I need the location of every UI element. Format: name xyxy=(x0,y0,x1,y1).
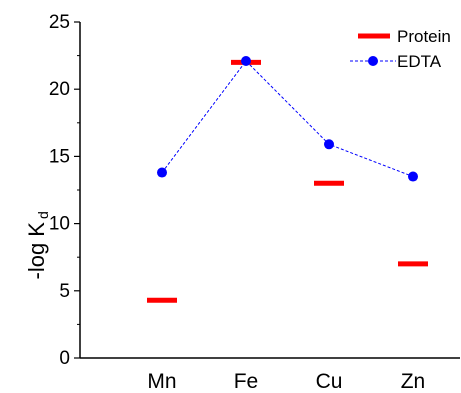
y-tick-label: 25 xyxy=(49,12,70,33)
axes xyxy=(79,22,460,359)
legend-edta-marker xyxy=(368,56,378,66)
edta-point-mn xyxy=(157,167,167,178)
x-tick-labels: Mn Fe Cu Zn xyxy=(147,370,425,393)
edta-point-fe xyxy=(241,55,251,66)
edta-line xyxy=(161,60,414,178)
y-axis-title-subscript: d xyxy=(35,211,51,219)
y-tick-label: 0 xyxy=(59,348,70,369)
protein-series xyxy=(147,59,428,303)
y-tick-label: 5 xyxy=(59,281,70,302)
legend-protein-label: Protein xyxy=(397,27,451,46)
y-tick-label: 10 xyxy=(49,214,70,235)
legend-edta-label: EDTA xyxy=(397,52,442,71)
y-axis-title-main: -log K xyxy=(24,222,49,280)
edta-point-zn xyxy=(408,171,418,182)
edta-series-line xyxy=(161,60,414,178)
y-axis-title: -log K d xyxy=(24,211,51,279)
y-tick-label: 15 xyxy=(49,146,70,167)
y-ticks: 0 5 10 15 20 25 xyxy=(49,12,80,369)
edta-point-cu xyxy=(324,139,334,150)
x-tick-label-fe: Fe xyxy=(234,370,259,393)
y-tick-label: 20 xyxy=(49,79,70,100)
x-tick-label-mn: Mn xyxy=(147,370,176,393)
legend: Protein EDTA xyxy=(350,27,451,71)
x-tick-label-zn: Zn xyxy=(401,370,426,393)
x-tick-label-cu: Cu xyxy=(316,370,343,393)
edta-series-points xyxy=(157,55,418,182)
